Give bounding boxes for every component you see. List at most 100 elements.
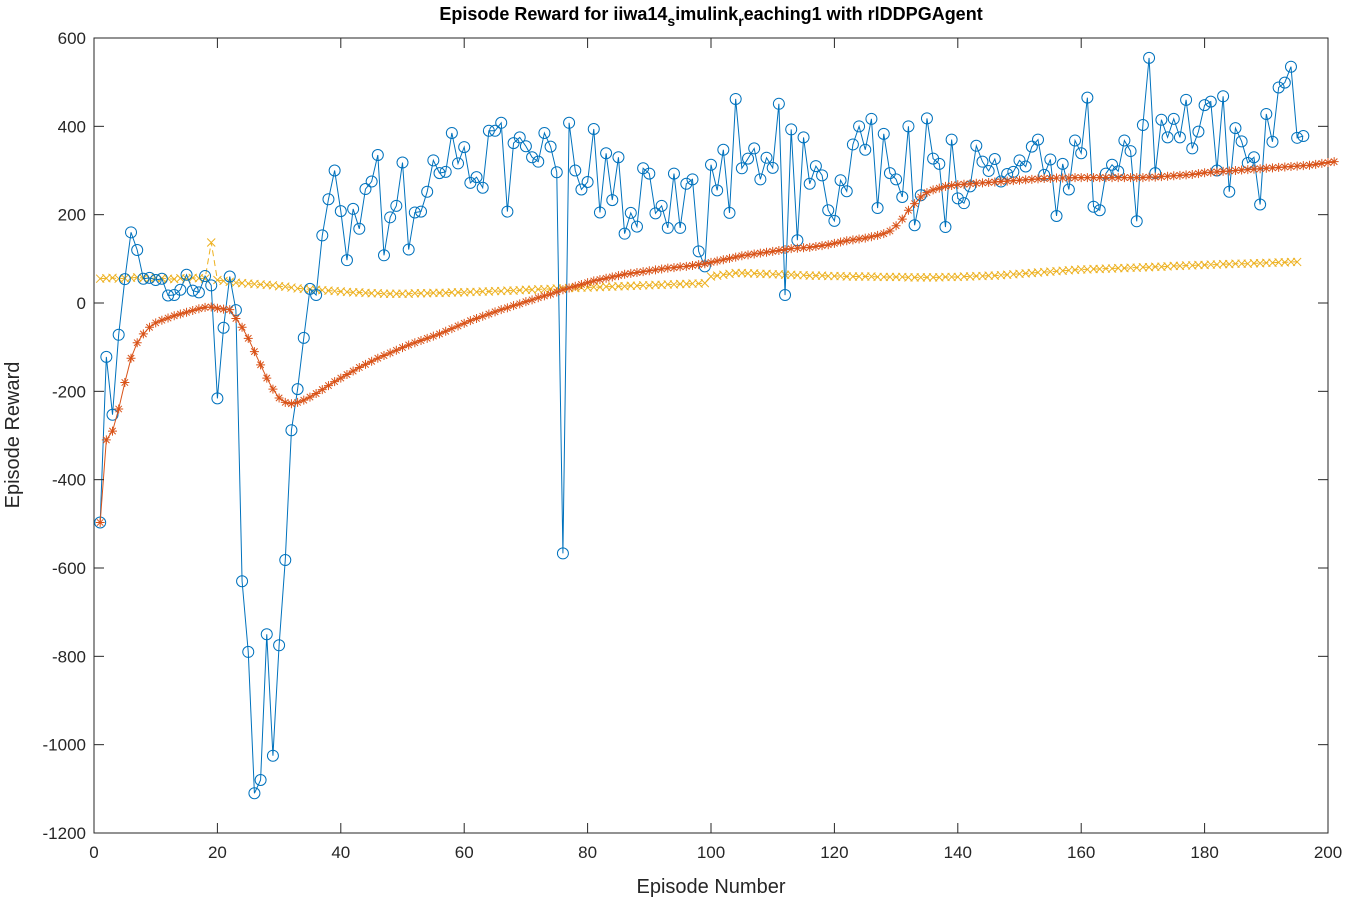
data-point bbox=[779, 289, 792, 302]
data-point bbox=[908, 219, 921, 232]
data-point bbox=[1237, 259, 1246, 269]
data-point bbox=[458, 141, 471, 154]
data-point bbox=[1186, 142, 1199, 155]
data-point bbox=[601, 273, 611, 283]
data-point bbox=[953, 180, 963, 190]
data-point bbox=[760, 151, 773, 164]
data-point bbox=[569, 164, 582, 177]
data-point bbox=[175, 309, 185, 319]
data-point bbox=[260, 628, 273, 641]
series-average-reward bbox=[95, 157, 1339, 528]
data-point bbox=[297, 331, 310, 344]
data-point bbox=[262, 373, 272, 383]
data-point bbox=[1237, 165, 1247, 175]
data-point bbox=[328, 164, 341, 177]
data-point bbox=[823, 271, 833, 281]
data-point bbox=[212, 303, 222, 313]
data-point bbox=[756, 269, 765, 279]
data-point bbox=[1075, 147, 1088, 160]
data-point bbox=[823, 240, 833, 250]
data-point bbox=[1206, 167, 1216, 177]
data-point bbox=[489, 124, 502, 137]
data-point bbox=[1163, 171, 1173, 181]
data-point bbox=[686, 173, 699, 186]
data-point bbox=[526, 151, 539, 164]
data-point bbox=[1032, 133, 1045, 146]
data-point bbox=[1156, 172, 1166, 182]
data-point bbox=[174, 283, 187, 296]
data-point bbox=[829, 238, 839, 248]
data-point bbox=[749, 249, 759, 259]
data-point bbox=[1132, 173, 1142, 183]
data-point bbox=[865, 112, 878, 125]
data-point bbox=[533, 284, 543, 294]
data-point bbox=[891, 221, 901, 231]
data-point bbox=[422, 333, 432, 343]
data-point bbox=[630, 220, 643, 233]
data-point bbox=[303, 282, 316, 295]
data-point bbox=[612, 151, 625, 164]
data-point bbox=[607, 272, 617, 282]
data-point bbox=[939, 221, 952, 234]
data-point bbox=[754, 173, 767, 186]
data-point bbox=[550, 166, 563, 179]
data-point bbox=[1249, 258, 1259, 268]
data-point bbox=[1076, 265, 1086, 274]
x-tick-label: 60 bbox=[455, 843, 474, 862]
data-point bbox=[984, 271, 994, 280]
data-point bbox=[1169, 261, 1179, 271]
data-point bbox=[155, 272, 168, 285]
data-point bbox=[1266, 135, 1279, 148]
data-point bbox=[1323, 158, 1333, 168]
data-point bbox=[367, 356, 377, 366]
data-point bbox=[533, 293, 543, 303]
data-point bbox=[439, 165, 452, 178]
data-point bbox=[854, 234, 864, 244]
data-point bbox=[735, 162, 748, 175]
data-point bbox=[112, 328, 125, 341]
data-point bbox=[1019, 160, 1032, 173]
data-point bbox=[785, 123, 798, 136]
data-point bbox=[217, 321, 230, 334]
data-point bbox=[1155, 113, 1168, 126]
data-point bbox=[1218, 259, 1228, 269]
data-point bbox=[947, 272, 956, 282]
data-point bbox=[879, 229, 889, 239]
data-point bbox=[513, 131, 526, 144]
data-point bbox=[873, 272, 882, 282]
data-point bbox=[435, 288, 444, 298]
data-point bbox=[638, 280, 648, 290]
data-point bbox=[1062, 183, 1075, 196]
data-point bbox=[138, 329, 148, 339]
data-point bbox=[772, 97, 785, 110]
data-point bbox=[1261, 258, 1271, 268]
data-point bbox=[830, 271, 839, 281]
data-point bbox=[885, 226, 895, 236]
x-axis-label: Episode Number bbox=[637, 876, 786, 898]
data-point bbox=[342, 370, 352, 380]
data-point bbox=[539, 291, 549, 301]
data-point bbox=[842, 236, 852, 246]
data-point bbox=[836, 237, 846, 247]
data-point bbox=[137, 272, 150, 285]
data-point bbox=[589, 282, 599, 292]
data-point bbox=[903, 205, 913, 215]
data-point bbox=[384, 211, 397, 224]
data-point bbox=[1192, 125, 1205, 138]
data-point bbox=[1169, 171, 1179, 181]
data-point bbox=[211, 392, 224, 405]
data-point bbox=[589, 276, 599, 286]
data-point bbox=[896, 191, 909, 203]
data-point bbox=[1284, 60, 1297, 73]
data-point bbox=[638, 267, 648, 277]
data-point bbox=[428, 288, 438, 298]
data-point bbox=[316, 229, 329, 242]
data-point bbox=[509, 301, 519, 311]
data-point bbox=[755, 248, 765, 258]
data-point bbox=[866, 232, 876, 242]
chart-title-subscript-2: r bbox=[738, 13, 744, 29]
data-point bbox=[490, 307, 500, 317]
data-point bbox=[945, 133, 958, 146]
data-point bbox=[655, 199, 668, 212]
